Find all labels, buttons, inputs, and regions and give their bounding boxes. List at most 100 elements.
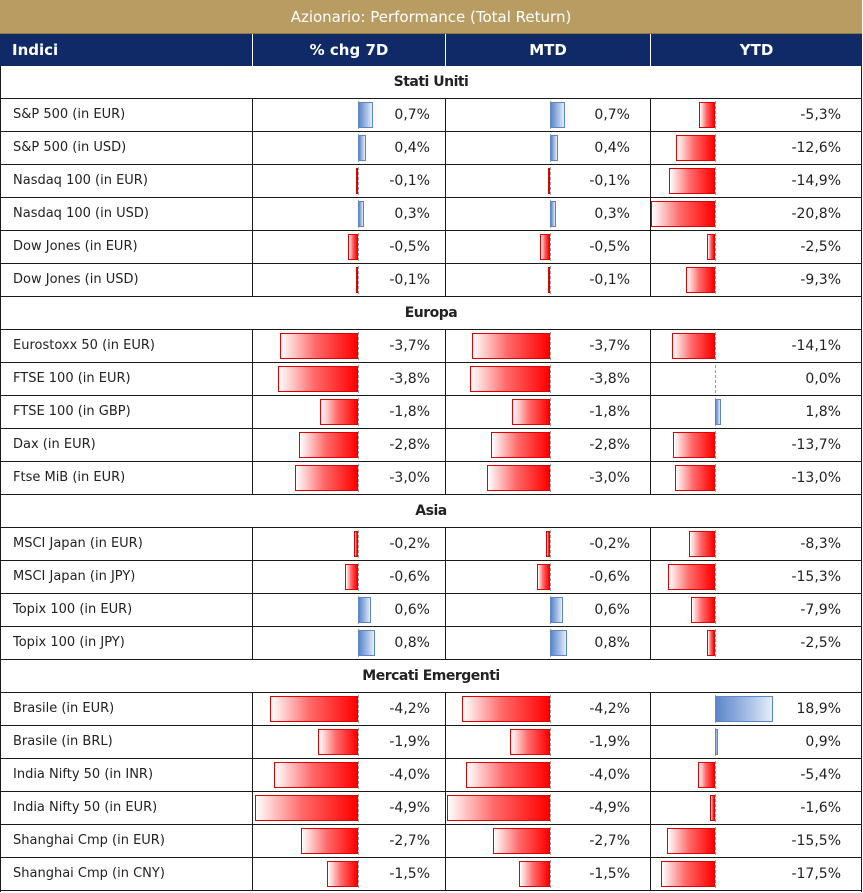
ytd-bar <box>715 729 718 755</box>
chg7d-bar <box>295 465 358 491</box>
table-row: Eurostoxx 50 (in EUR) -3,7% -3,7% -14,1% <box>0 330 862 363</box>
mtd-value: -3,0% <box>589 470 630 486</box>
mtd-bar <box>545 531 550 557</box>
section-title: Mercati Emergenti <box>362 668 500 684</box>
table-row: Dow Jones (in EUR) -0,5% -0,5% -2,5% <box>0 231 862 264</box>
index-name: Topix 100 (in EUR) <box>0 594 253 626</box>
mtd-cell: -4,0% <box>446 759 651 791</box>
ytd-cell: 0,9% <box>651 726 862 758</box>
mtd-bar <box>547 267 550 293</box>
ytd-bar <box>689 531 715 557</box>
chg7d-value: -1,9% <box>389 734 430 750</box>
chg7d-value: -4,0% <box>389 767 430 783</box>
mtd-cell: -2,8% <box>446 429 651 461</box>
mtd-axis <box>550 728 551 756</box>
chg7d-axis <box>358 266 359 294</box>
ytd-cell: -1,6% <box>651 792 862 824</box>
mtd-value: 0,3% <box>594 206 630 222</box>
table-row: Nasdaq 100 (in USD) 0,3% 0,3% -20,8% <box>0 198 862 231</box>
chg7d-cell: -0,5% <box>253 231 446 263</box>
chg7d-cell: -1,9% <box>253 726 446 758</box>
chg7d-bar <box>301 828 358 854</box>
mtd-bar <box>550 630 567 656</box>
ytd-value: 18,9% <box>796 701 841 717</box>
ytd-bar <box>698 762 715 788</box>
mtd-cell: -0,1% <box>446 165 651 197</box>
chg7d-cell: -4,0% <box>253 759 446 791</box>
table-row: Nasdaq 100 (in EUR) -0,1% -0,1% -14,9% <box>0 165 862 198</box>
chg7d-bar <box>278 366 358 392</box>
mtd-bar <box>466 762 550 788</box>
table-row: Shanghai Cmp (in CNY) -1,5% -1,5% -17,5% <box>0 858 862 891</box>
ytd-value: -17,5% <box>791 866 841 882</box>
mtd-axis <box>550 563 551 591</box>
index-name: Eurostoxx 50 (in EUR) <box>0 330 253 362</box>
ytd-bar <box>690 597 715 623</box>
chg7d-axis <box>358 464 359 492</box>
chg7d-bar <box>347 234 358 260</box>
table-row: Brasile (in EUR) -4,2% -4,2% 18,9% <box>0 693 862 726</box>
mtd-axis <box>550 827 551 855</box>
ytd-value: -2,5% <box>800 239 841 255</box>
header-ytd: YTD <box>651 34 862 66</box>
mtd-value: -1,8% <box>589 404 630 420</box>
ytd-bar <box>667 564 715 590</box>
mtd-value: -4,0% <box>589 767 630 783</box>
table-row: Topix 100 (in EUR) 0,6% 0,6% -7,9% <box>0 594 862 627</box>
mtd-bar <box>539 234 550 260</box>
ytd-axis <box>715 365 716 393</box>
chg7d-axis <box>358 332 359 360</box>
ytd-axis <box>715 167 716 195</box>
mtd-value: -3,8% <box>589 371 630 387</box>
table-title: Azionario: Performance (Total Return) <box>0 0 862 34</box>
ytd-bar <box>650 201 715 227</box>
ytd-axis <box>715 332 716 360</box>
ytd-value: -14,9% <box>791 173 841 189</box>
index-name: Dax (in EUR) <box>0 429 253 461</box>
ytd-value: -5,4% <box>800 767 841 783</box>
index-name: Shanghai Cmp (in CNY) <box>0 858 253 890</box>
ytd-cell: -8,3% <box>651 528 862 560</box>
mtd-cell: -3,7% <box>446 330 651 362</box>
table-row: Brasile (in BRL) -1,9% -1,9% 0,9% <box>0 726 862 759</box>
chg7d-value: -2,8% <box>389 437 430 453</box>
ytd-cell: 0,0% <box>651 363 862 395</box>
ytd-bar <box>671 333 715 359</box>
mtd-cell: -0,2% <box>446 528 651 560</box>
mtd-value: -4,2% <box>589 701 630 717</box>
table-row: Dax (in EUR) -2,8% -2,8% -13,7% <box>0 429 862 462</box>
chg7d-axis <box>358 761 359 789</box>
mtd-bar <box>493 828 550 854</box>
ytd-cell: -2,5% <box>651 231 862 263</box>
chg7d-cell: 0,8% <box>253 627 446 659</box>
chg7d-cell: -0,2% <box>253 528 446 560</box>
ytd-cell: -12,6% <box>651 132 862 164</box>
header-chg7d: % chg 7D <box>253 34 446 66</box>
chg7d-bar <box>320 399 358 425</box>
mtd-cell: 0,6% <box>446 594 651 626</box>
chg7d-axis <box>358 167 359 195</box>
mtd-value: -2,8% <box>589 437 630 453</box>
mtd-axis <box>550 332 551 360</box>
chg7d-cell: -0,1% <box>253 264 446 296</box>
header-mtd: MTD <box>446 34 651 66</box>
mtd-bar <box>470 366 550 392</box>
mtd-axis <box>550 266 551 294</box>
index-name: FTSE 100 (in GBP) <box>0 396 253 428</box>
chg7d-bar <box>326 861 358 887</box>
ytd-value: -14,1% <box>791 338 841 354</box>
table-row: S&P 500 (in EUR) 0,7% 0,7% -5,3% <box>0 99 862 132</box>
chg7d-bar <box>358 630 375 656</box>
ytd-cell: 18,9% <box>651 693 862 725</box>
ytd-bar <box>669 168 715 194</box>
ytd-axis <box>715 761 716 789</box>
ytd-bar <box>707 234 715 260</box>
ytd-axis <box>715 563 716 591</box>
chg7d-value: -0,5% <box>389 239 430 255</box>
index-name: MSCI Japan (in JPY) <box>0 561 253 593</box>
ytd-bar <box>707 630 715 656</box>
ytd-value: -15,5% <box>791 833 841 849</box>
mtd-cell: 0,3% <box>446 198 651 230</box>
ytd-cell: -5,3% <box>651 99 862 131</box>
